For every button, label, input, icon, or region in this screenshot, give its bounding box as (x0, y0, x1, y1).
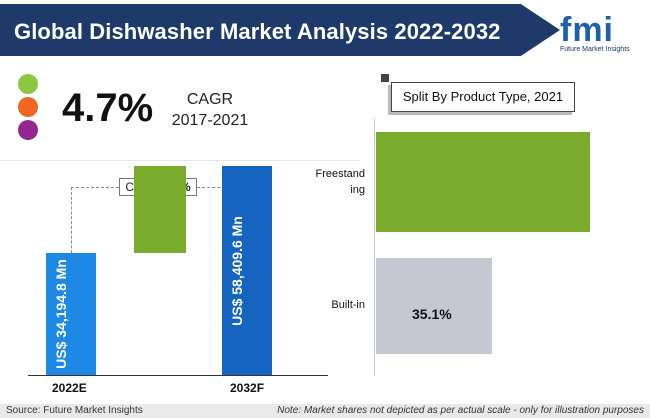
cagr-period: 2017-2021 (171, 112, 249, 129)
cagr-bracket-left (71, 187, 119, 263)
bar-2032f (222, 166, 272, 375)
x-tick-2032f: 2032F (230, 381, 265, 395)
purple-dot-icon (18, 120, 38, 140)
x-tick-2022e: 2022E (52, 381, 87, 395)
header: Global Dishwasher Market Analysis 2022-2… (0, 0, 650, 60)
split-title: Split By Product Type, 2021 (391, 82, 575, 112)
logo-text: fmi (560, 11, 614, 49)
cagr-value: 4.7% (62, 86, 154, 130)
footer: Source: Future Market Insights Note: Mar… (0, 404, 650, 418)
fmi-logo: fmi Future Market Insights (560, 6, 646, 56)
divider (0, 160, 360, 161)
category-freestanding-text: Freestand ing (315, 168, 365, 196)
footer-source: Source: Future Market Insights (6, 405, 143, 416)
logo-subtitle: Future Market Insights (560, 46, 630, 53)
bar-2022e-label: US$ 34,194.8 Mn (53, 259, 69, 369)
title-banner (0, 4, 560, 56)
growth-bar (134, 166, 186, 253)
footer-note: Note: Market shares not depicted as per … (277, 405, 644, 416)
bar-2022e (46, 252, 96, 375)
bar-built-in (376, 258, 492, 354)
bar-freestanding (376, 132, 591, 232)
y-axis-line (374, 118, 375, 376)
title-marker (381, 74, 389, 82)
category-freestanding: Freestand ing (300, 166, 365, 198)
green-dot-icon (18, 74, 38, 94)
x-axis (28, 375, 328, 376)
bar-2032f-label: US$ 58,409.6 Mn (229, 215, 245, 326)
category-built-in: Built-in (331, 299, 365, 311)
cagr-label-text: CAGR (186, 91, 234, 108)
page-title: Global Dishwasher Market Analysis 2022-2… (14, 19, 501, 44)
bar-built-in-value: 35.1% (412, 306, 452, 322)
orange-dot-icon (18, 97, 38, 117)
cagr-label: CAGR 2017-2021 (170, 89, 250, 131)
